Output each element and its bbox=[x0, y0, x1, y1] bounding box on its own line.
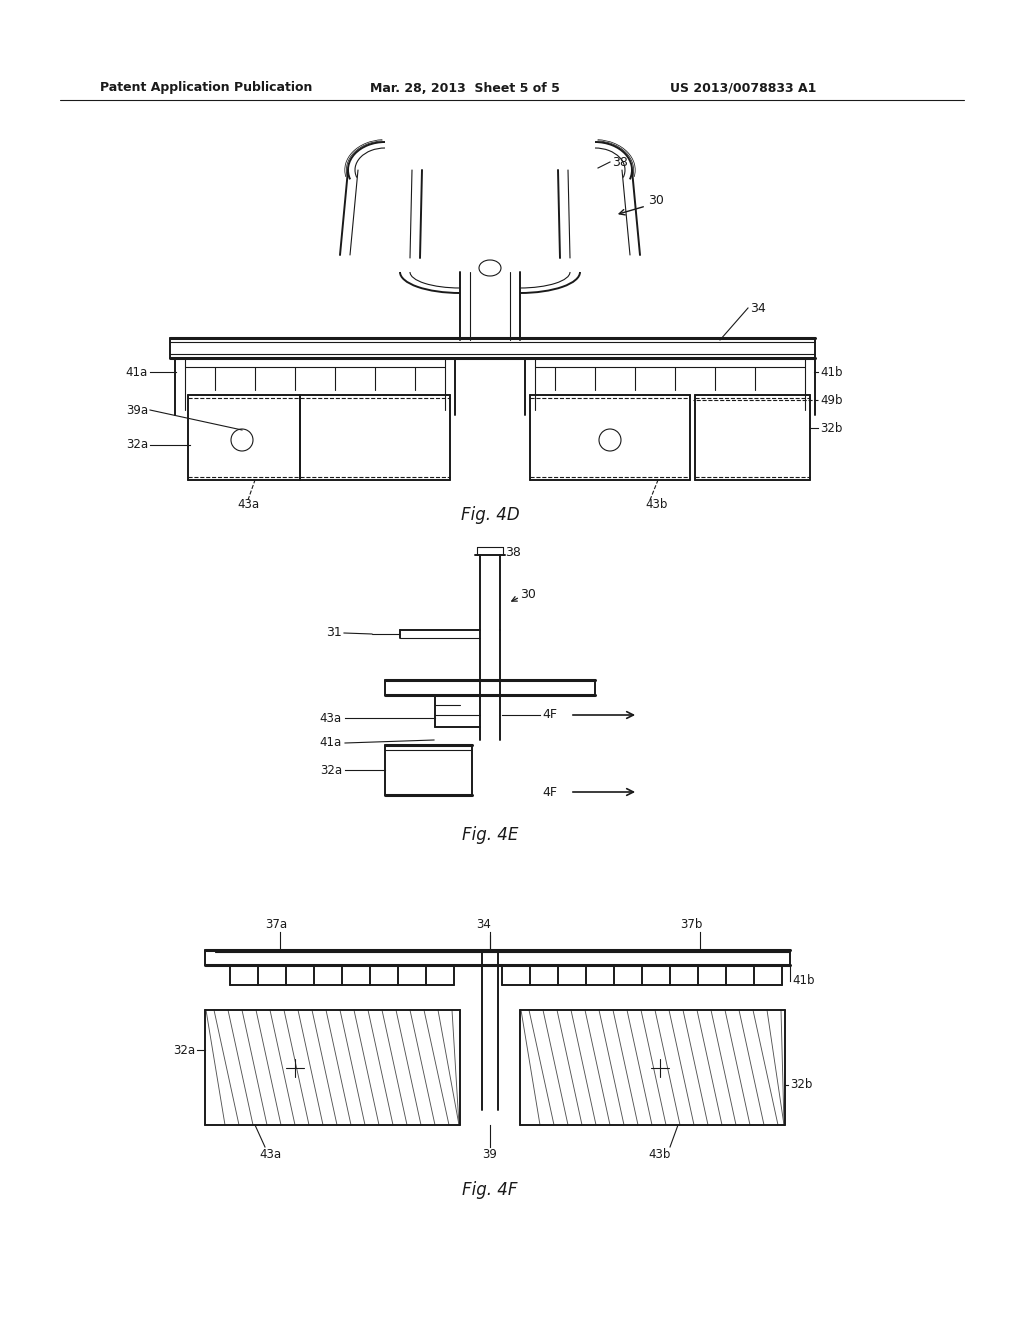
Text: 32a: 32a bbox=[173, 1044, 195, 1056]
Text: 41b: 41b bbox=[792, 974, 814, 986]
Text: 32a: 32a bbox=[126, 438, 148, 451]
Text: US 2013/0078833 A1: US 2013/0078833 A1 bbox=[670, 82, 816, 95]
Polygon shape bbox=[205, 1010, 460, 1125]
Text: 32b: 32b bbox=[820, 421, 843, 434]
Text: Fig. 4E: Fig. 4E bbox=[462, 826, 518, 843]
Text: 43b: 43b bbox=[645, 499, 668, 511]
Text: Mar. 28, 2013  Sheet 5 of 5: Mar. 28, 2013 Sheet 5 of 5 bbox=[370, 82, 560, 95]
Text: 32a: 32a bbox=[319, 763, 342, 776]
Text: 39a: 39a bbox=[126, 404, 148, 417]
Text: 37a: 37a bbox=[265, 919, 287, 932]
Text: 41a: 41a bbox=[319, 737, 342, 750]
Text: 43b: 43b bbox=[649, 1148, 671, 1162]
Text: 4F: 4F bbox=[542, 709, 557, 722]
Text: Patent Application Publication: Patent Application Publication bbox=[100, 82, 312, 95]
Text: 30: 30 bbox=[520, 589, 536, 602]
Text: 43a: 43a bbox=[259, 1148, 281, 1162]
Text: 41a: 41a bbox=[126, 366, 148, 379]
Text: 30: 30 bbox=[648, 194, 664, 206]
Text: 31: 31 bbox=[327, 627, 342, 639]
Text: 41b: 41b bbox=[820, 366, 843, 379]
Text: 32b: 32b bbox=[790, 1078, 812, 1092]
Text: 43a: 43a bbox=[319, 711, 342, 725]
Text: 38: 38 bbox=[612, 156, 628, 169]
Text: Fig. 4D: Fig. 4D bbox=[461, 506, 519, 524]
Text: 34: 34 bbox=[476, 919, 492, 932]
Text: 39: 39 bbox=[482, 1148, 498, 1162]
Text: 34: 34 bbox=[750, 301, 766, 314]
Text: 38: 38 bbox=[505, 546, 521, 560]
Text: 4F: 4F bbox=[542, 785, 557, 799]
Text: 43a: 43a bbox=[237, 499, 259, 511]
Text: 49b: 49b bbox=[820, 393, 843, 407]
Text: 37b: 37b bbox=[680, 919, 702, 932]
Text: Fig. 4F: Fig. 4F bbox=[462, 1181, 518, 1199]
Polygon shape bbox=[520, 1010, 785, 1125]
